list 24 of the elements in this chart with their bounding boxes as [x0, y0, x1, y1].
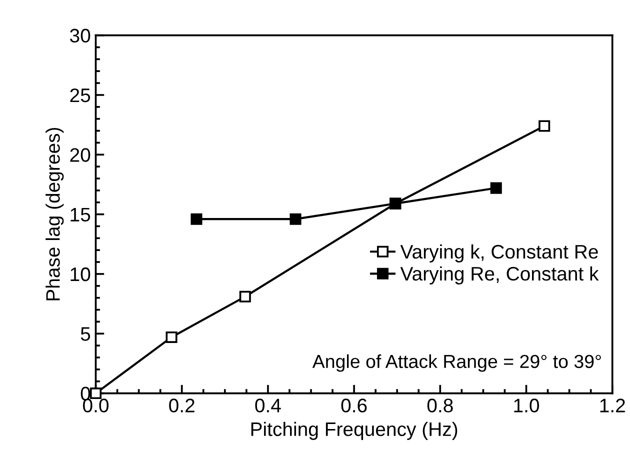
point	[166, 331, 178, 343]
legend-label: Varying k, Constant Re	[400, 244, 598, 262]
y-tick-label: 30	[70, 28, 90, 43]
y-tick-label: 20	[70, 148, 90, 162]
x-tick-label: 0.4	[255, 398, 281, 412]
x-tick-label: 1.0	[514, 398, 540, 412]
y-axis-title: Phase lag (degrees)	[46, 128, 64, 300]
point	[290, 213, 302, 225]
y-tick-label: 5	[80, 327, 90, 341]
x-axis-title: Pitching Frequency (Hz)	[251, 422, 458, 440]
x-tick-label: 0.6	[341, 398, 367, 412]
y-tick-label: 15	[70, 208, 90, 222]
y-tick-label: 25	[70, 88, 90, 102]
x-tick-label: 1.2	[600, 398, 625, 412]
point	[239, 290, 251, 302]
x-tick-label: 0.8	[427, 398, 453, 412]
x-tick-label: 0.2	[169, 398, 194, 412]
x-tick-label: 0.0	[83, 398, 109, 412]
point	[538, 120, 550, 132]
legend-label: Varying Re, Constant k	[400, 266, 599, 284]
point	[490, 182, 502, 194]
point	[190, 213, 202, 225]
annotation: Angle of Attack Range = 29° to 39°	[312, 354, 601, 372]
y-tick-label: 10	[70, 267, 90, 282]
